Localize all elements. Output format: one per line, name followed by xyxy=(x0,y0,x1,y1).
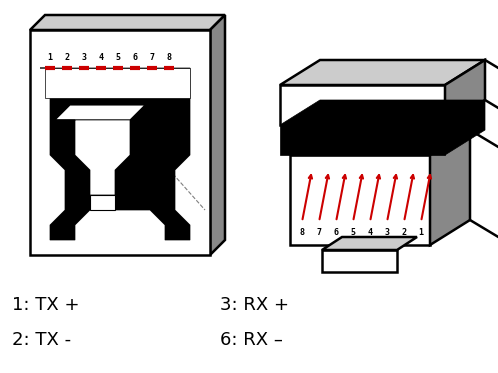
Text: 6: RX –: 6: RX – xyxy=(220,331,283,349)
Text: 3: RX +: 3: RX + xyxy=(220,296,289,314)
Text: 1: TX +: 1: TX + xyxy=(12,296,80,314)
Bar xyxy=(290,155,430,245)
Text: 5: 5 xyxy=(116,53,121,62)
Text: 8: 8 xyxy=(299,228,304,237)
Text: 6: 6 xyxy=(132,53,137,62)
Polygon shape xyxy=(55,120,130,195)
Polygon shape xyxy=(430,130,470,245)
Polygon shape xyxy=(290,130,470,155)
Bar xyxy=(90,195,115,210)
Text: 1: 1 xyxy=(418,228,423,237)
Polygon shape xyxy=(30,15,225,30)
Text: 1: 1 xyxy=(47,53,52,62)
Text: 2: 2 xyxy=(65,53,70,62)
Text: 4: 4 xyxy=(99,53,104,62)
Text: 2: TX -: 2: TX - xyxy=(12,331,71,349)
Bar xyxy=(280,85,445,125)
Polygon shape xyxy=(445,60,485,125)
Text: 2: 2 xyxy=(401,228,406,237)
Polygon shape xyxy=(55,105,145,120)
Polygon shape xyxy=(322,237,417,250)
Text: 6: 6 xyxy=(334,228,339,237)
Bar xyxy=(30,30,210,255)
Bar xyxy=(280,125,445,155)
Polygon shape xyxy=(280,100,485,125)
Polygon shape xyxy=(280,60,485,85)
Polygon shape xyxy=(210,15,225,255)
Bar xyxy=(45,68,190,98)
Text: 3: 3 xyxy=(82,53,87,62)
Text: 4: 4 xyxy=(368,228,373,237)
Polygon shape xyxy=(40,68,190,240)
Polygon shape xyxy=(445,100,485,155)
Text: 7: 7 xyxy=(149,53,154,62)
Text: 8: 8 xyxy=(166,53,171,62)
Text: 7: 7 xyxy=(317,228,322,237)
Text: 5: 5 xyxy=(351,228,356,237)
Text: 3: 3 xyxy=(384,228,389,237)
Bar xyxy=(322,250,397,272)
